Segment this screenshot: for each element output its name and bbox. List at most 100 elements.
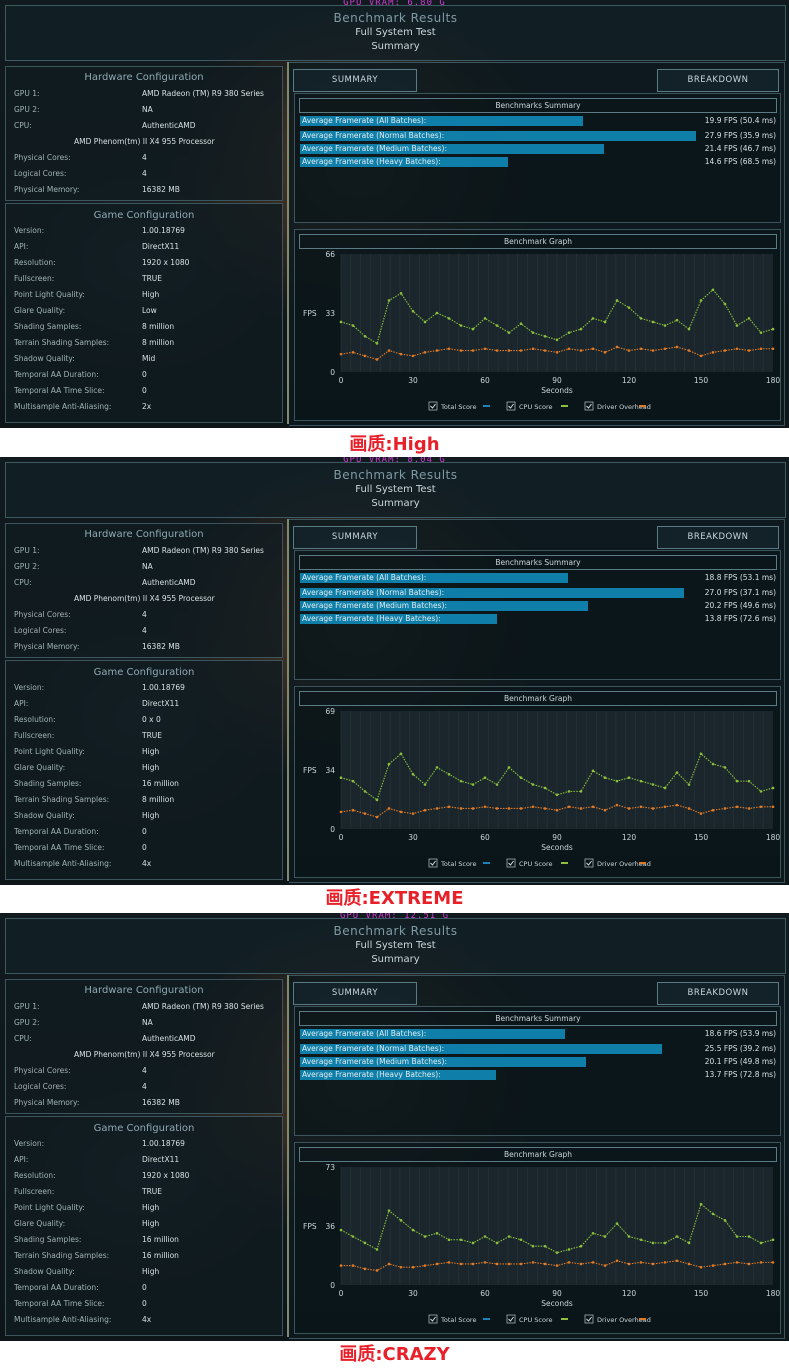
game-value: 0 x 0 <box>142 715 161 724</box>
data-point <box>399 810 403 814</box>
data-point <box>735 347 739 351</box>
data-point <box>447 1238 451 1242</box>
data-point <box>363 1241 367 1245</box>
y-tick-label: 0 <box>330 825 335 834</box>
tab-summary[interactable]: SUMMARY <box>293 526 417 549</box>
game-config-title: Game Configuration <box>93 667 195 678</box>
legend-item[interactable]: Driver Overhead <box>584 401 651 411</box>
game-row-resolution: Resolution: 0 x 0 <box>14 715 276 728</box>
game-label: Point Light Quality: <box>14 290 85 299</box>
divider <box>287 62 289 424</box>
data-point <box>639 805 643 809</box>
framerate-value: 18.6 FPS (53.9 ms) <box>704 1029 776 1038</box>
data-point <box>543 334 547 338</box>
game-label: Point Light Quality: <box>14 1203 85 1212</box>
tab-breakdown[interactable]: BREAKDOWN <box>657 69 779 92</box>
hardware-config-panel: Hardware Configuration GPU 1: AMD Radeon (… <box>5 979 283 1114</box>
benchmark-graph: Benchmark Graph 0 34 69 0 30 60 90 120 150 180 FPS S… <box>294 686 781 878</box>
legend-item[interactable]: CPU Score <box>506 401 568 411</box>
legend-checkbox[interactable] <box>428 1314 438 1324</box>
data-point <box>363 354 367 358</box>
x-axis-label: Seconds <box>541 843 573 852</box>
data-point <box>339 810 343 814</box>
legend-item[interactable]: CPU Score <box>506 1314 568 1324</box>
game-label: Terrain Shading Samples: <box>14 338 110 347</box>
game-label: Temporal AA Duration: <box>14 827 99 836</box>
data-point <box>651 349 655 352</box>
game-value: 1.00.18769 <box>142 226 185 235</box>
game-label: Shadow Quality: <box>14 1267 75 1276</box>
tab-breakdown[interactable]: BREAKDOWN <box>657 526 779 549</box>
hw-value: AuthenticAMD <box>142 578 196 587</box>
tab-summary[interactable]: SUMMARY <box>293 69 417 92</box>
legend-item[interactable]: Driver Overhead <box>584 1314 651 1324</box>
game-label: Shading Samples: <box>14 779 82 788</box>
hw-row: Logical Cores: 4 <box>14 626 276 639</box>
game-label: Glare Quality: <box>14 763 66 772</box>
data-point <box>735 1235 739 1238</box>
data-point <box>723 807 727 810</box>
tab-summary[interactable]: SUMMARY <box>293 982 417 1005</box>
legend-checkbox[interactable] <box>506 858 516 868</box>
game-row-terrain-shading-samples: Terrain Shading Samples: 16 million <box>14 1251 276 1264</box>
legend-checkbox[interactable] <box>428 858 438 868</box>
game-label: Fullscreen: <box>14 274 55 283</box>
legend-checkbox[interactable] <box>584 858 594 868</box>
data-point <box>351 324 355 327</box>
data-point <box>387 762 391 766</box>
game-label: Shading Samples: <box>14 322 82 331</box>
legend-checkbox[interactable] <box>584 1314 594 1324</box>
data-point <box>747 1235 751 1238</box>
data-point <box>591 347 595 351</box>
benchmarks-summary: Benchmarks Summary Average Framerate (All… <box>294 550 781 680</box>
data-point <box>519 807 523 810</box>
game-row-point-light-quality: Point Light Quality: High <box>14 1203 276 1216</box>
data-point <box>387 1209 391 1212</box>
legend-swatch <box>639 405 646 407</box>
data-point <box>639 1238 643 1242</box>
tab-breakdown[interactable]: BREAKDOWN <box>657 982 779 1005</box>
legend-checkbox[interactable] <box>584 401 594 411</box>
data-point <box>507 1235 511 1238</box>
x-tick-label: 0 <box>339 833 344 842</box>
legend-item[interactable]: CPU Score <box>506 858 568 868</box>
data-point <box>543 786 547 790</box>
data-point <box>747 779 751 783</box>
hw-label: CPU: <box>14 1034 32 1043</box>
game-label: Version: <box>14 226 45 235</box>
x-tick-label: 60 <box>480 1289 490 1298</box>
data-point <box>603 776 607 779</box>
benchmark-block-2: GPU VRAM: 12.51 G Benchmark Results Full S… <box>0 913 789 1341</box>
hw-value: 4 <box>142 169 147 178</box>
data-point <box>423 1235 427 1238</box>
data-point <box>711 808 715 812</box>
data-point <box>531 1244 535 1248</box>
data-point <box>639 1261 643 1264</box>
legend-item[interactable]: Total Score <box>428 858 490 868</box>
legend-swatch <box>483 1318 490 1320</box>
legend-checkbox[interactable] <box>428 401 438 411</box>
hardware-config-title: Hardware Configuration <box>84 72 204 83</box>
game-value: DirectX11 <box>142 1155 180 1164</box>
data-point <box>483 347 487 351</box>
legend-item[interactable]: Driver Overhead <box>584 858 651 868</box>
data-point <box>351 808 355 812</box>
game-row-fullscreen: Fullscreen: TRUE <box>14 274 276 287</box>
data-point <box>687 1262 691 1266</box>
data-point <box>723 766 727 769</box>
legend-item[interactable]: Total Score <box>428 1314 490 1324</box>
game-label: Multisample Anti-Aliasing: <box>14 402 112 411</box>
legend-item[interactable]: Total Score <box>428 401 490 411</box>
check-icon <box>508 860 514 866</box>
hw-row: Physical Memory: 16382 MB <box>14 1098 276 1111</box>
hw-label: CPU: <box>14 121 32 130</box>
legend-checkbox[interactable] <box>506 1314 516 1324</box>
legend-checkbox[interactable] <box>506 401 516 411</box>
hw-row: CPU: AuthenticAMD <box>14 578 276 591</box>
data-point <box>495 807 499 810</box>
game-config-panel: Game Configuration Version: 1.00.18769 API:… <box>5 660 283 880</box>
data-point <box>483 317 487 320</box>
data-point <box>675 318 679 322</box>
data-point <box>615 803 619 807</box>
data-point <box>663 1241 667 1245</box>
